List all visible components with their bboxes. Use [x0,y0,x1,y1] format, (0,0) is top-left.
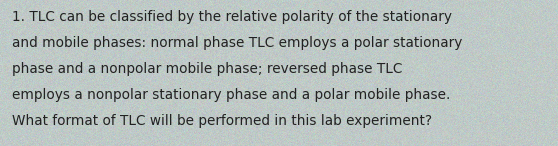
Text: and mobile phases: normal phase TLC employs a polar stationary: and mobile phases: normal phase TLC empl… [12,36,463,50]
Text: 1. TLC can be classified by the relative polarity of the stationary: 1. TLC can be classified by the relative… [12,10,453,24]
Text: phase and a nonpolar mobile phase; reversed phase TLC: phase and a nonpolar mobile phase; rever… [12,62,403,76]
Text: What format of TLC will be performed in this lab experiment?: What format of TLC will be performed in … [12,114,432,128]
Text: employs a nonpolar stationary phase and a polar mobile phase.: employs a nonpolar stationary phase and … [12,88,451,102]
